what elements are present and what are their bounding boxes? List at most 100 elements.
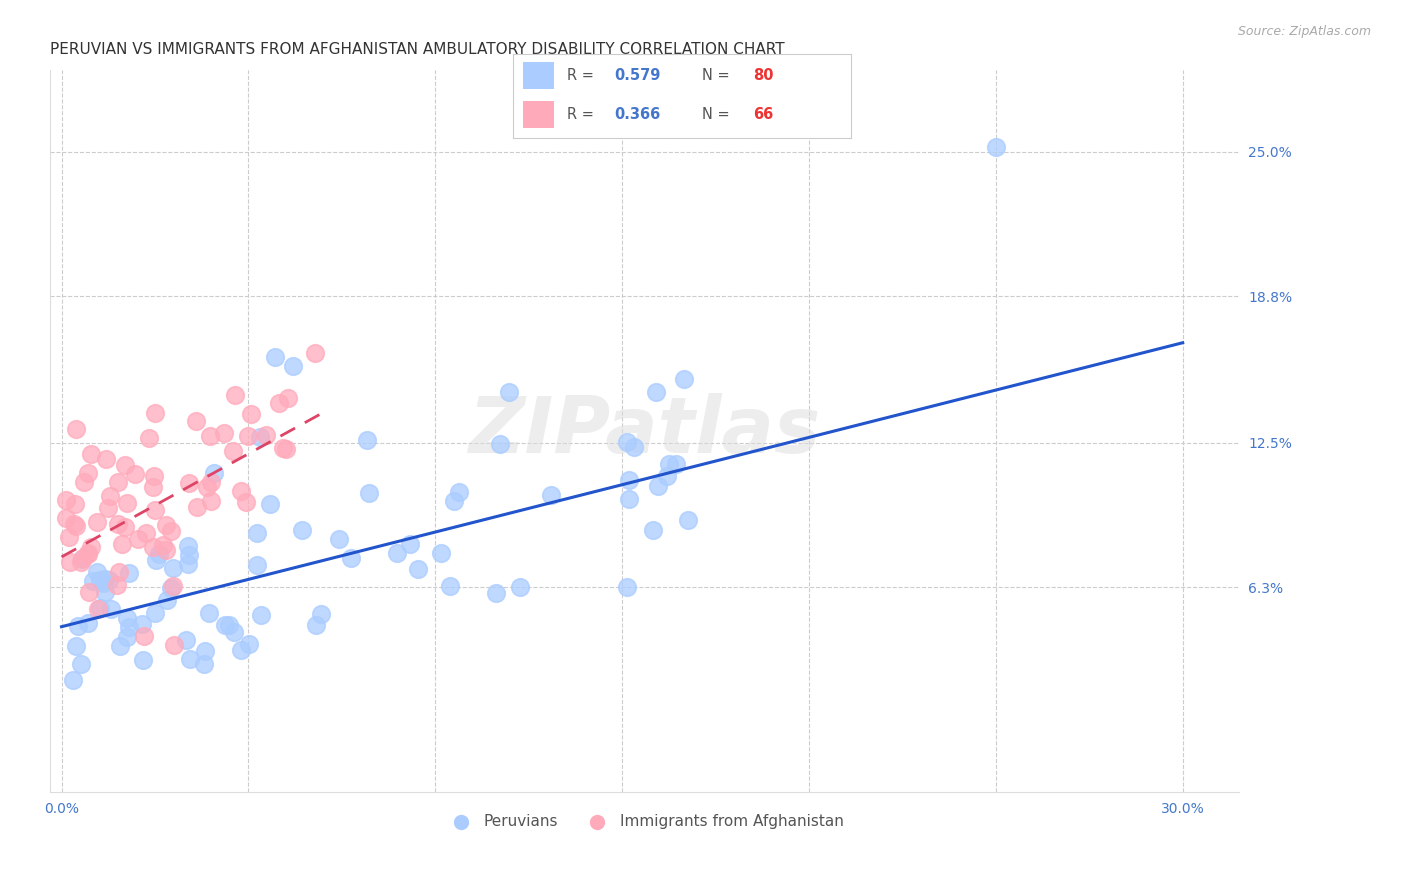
Point xyxy=(623,440,645,454)
Point xyxy=(398,537,420,551)
Point xyxy=(152,538,174,552)
Point xyxy=(89,601,111,615)
Point xyxy=(339,550,361,565)
Point xyxy=(65,639,87,653)
Point xyxy=(657,469,679,483)
Point xyxy=(198,429,221,443)
Point xyxy=(177,557,200,571)
Point xyxy=(160,581,183,595)
Point xyxy=(439,579,461,593)
Point xyxy=(202,467,225,481)
Point xyxy=(77,546,100,560)
Point xyxy=(179,548,201,562)
Point xyxy=(540,487,562,501)
Point xyxy=(249,430,271,444)
Point xyxy=(148,547,170,561)
Point xyxy=(155,518,177,533)
Point xyxy=(107,516,129,531)
Point xyxy=(107,475,129,490)
Point xyxy=(212,425,235,440)
Legend: Peruvians, Immigrants from Afghanistan: Peruvians, Immigrants from Afghanistan xyxy=(440,807,849,835)
Point xyxy=(218,617,240,632)
Point xyxy=(86,565,108,579)
Point xyxy=(163,638,186,652)
Point xyxy=(115,611,138,625)
Point xyxy=(96,451,118,466)
Point xyxy=(65,497,87,511)
Point xyxy=(678,513,700,527)
Point xyxy=(238,637,260,651)
Point xyxy=(277,391,299,405)
Point xyxy=(62,517,84,532)
Point xyxy=(62,673,84,688)
Point xyxy=(155,542,177,557)
Point xyxy=(142,541,165,555)
Point xyxy=(447,484,470,499)
Point xyxy=(509,580,531,594)
Point xyxy=(132,653,155,667)
Point xyxy=(86,601,108,615)
Point xyxy=(250,608,273,623)
Point xyxy=(72,550,94,565)
Point xyxy=(65,422,87,436)
Point xyxy=(105,578,128,592)
Point xyxy=(619,473,641,487)
Point xyxy=(359,486,381,500)
Point xyxy=(269,396,291,410)
Point xyxy=(186,500,208,514)
Point xyxy=(114,520,136,534)
Text: 66: 66 xyxy=(752,107,773,122)
Point xyxy=(55,511,77,525)
Point xyxy=(70,552,93,566)
Point xyxy=(385,546,408,560)
Point xyxy=(430,546,453,560)
Point xyxy=(408,562,430,576)
Point xyxy=(97,574,120,588)
Point xyxy=(328,532,350,546)
Point xyxy=(198,607,221,621)
Point xyxy=(118,620,141,634)
Point xyxy=(645,385,668,400)
Point xyxy=(214,617,236,632)
Point xyxy=(131,617,153,632)
Point xyxy=(135,525,157,540)
Point xyxy=(254,428,277,442)
Point xyxy=(132,629,155,643)
Point xyxy=(274,442,297,456)
Point xyxy=(240,407,263,421)
Point xyxy=(110,639,132,653)
Point xyxy=(145,553,167,567)
Point xyxy=(82,574,104,589)
Point xyxy=(641,523,664,537)
Point xyxy=(142,480,165,494)
Point xyxy=(127,532,149,546)
Point xyxy=(305,617,328,632)
Point xyxy=(193,644,215,658)
Text: 0.579: 0.579 xyxy=(614,68,661,83)
Point xyxy=(309,607,332,622)
Point xyxy=(246,558,269,572)
Point xyxy=(235,494,257,508)
Point xyxy=(98,489,121,503)
Point xyxy=(76,466,98,480)
Point xyxy=(177,476,200,491)
Point xyxy=(67,619,90,633)
Point xyxy=(86,515,108,529)
Point xyxy=(162,579,184,593)
Point xyxy=(443,494,465,508)
Point xyxy=(489,437,512,451)
Point xyxy=(984,140,1007,154)
Point xyxy=(73,475,96,490)
Point xyxy=(143,406,166,420)
Point xyxy=(77,547,100,561)
Point xyxy=(665,457,688,471)
FancyBboxPatch shape xyxy=(523,101,554,128)
Point xyxy=(259,497,281,511)
Point xyxy=(91,576,114,591)
Point xyxy=(89,574,111,588)
Text: N =: N = xyxy=(702,107,734,122)
Point xyxy=(246,526,269,541)
Point xyxy=(200,475,222,490)
Point xyxy=(179,651,201,665)
Text: R =: R = xyxy=(567,107,599,122)
